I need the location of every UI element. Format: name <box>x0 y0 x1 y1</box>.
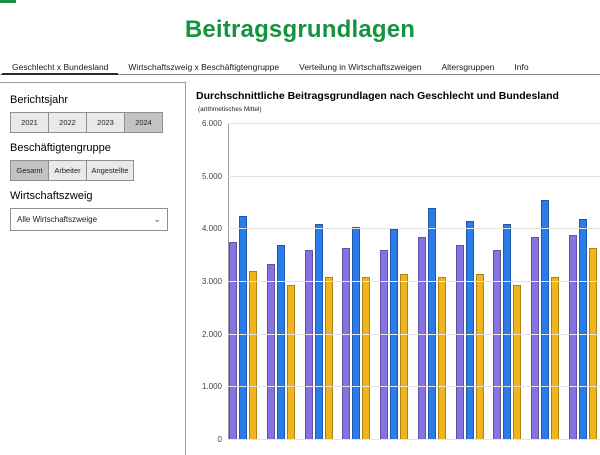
tab-geschlecht-x-bundesland[interactable]: Geschlecht x Bundesland <box>2 58 119 75</box>
bar-blue[interactable] <box>578 219 587 440</box>
y-axis-tick-label: 0 <box>217 435 222 444</box>
tab-info[interactable]: Info <box>514 62 529 72</box>
year-button-2021[interactable]: 2021 <box>10 112 49 133</box>
chevron-down-icon: ⌄ <box>153 214 161 224</box>
gridline <box>228 439 600 440</box>
chart-panel: Durchschnittliche Beitragsgrundlagen nac… <box>186 82 600 455</box>
tab-altersgruppen[interactable]: Altersgruppen <box>441 62 495 72</box>
beschaeftigtengruppe-button-group: Gesamt Arbeiter Angestellte <box>10 160 175 181</box>
bar-group <box>229 216 257 440</box>
bar-blue[interactable] <box>503 224 512 440</box>
content: Berichtsjahr 2021 2022 2023 2024 Beschäf… <box>0 82 600 455</box>
bar-blue[interactable] <box>239 216 247 440</box>
bar-yellow[interactable] <box>437 277 446 440</box>
logo-mark <box>0 0 16 3</box>
bars-area <box>229 200 597 440</box>
chart-subtitle: (arithmetisches Mittel) <box>198 106 262 113</box>
bar-blue[interactable] <box>541 200 550 440</box>
bar-group <box>266 245 295 440</box>
bar-group <box>568 219 597 440</box>
wirtschaftszweig-select[interactable]: Alle Wirtschaftszweige ⌄ <box>10 208 168 231</box>
gridline <box>228 228 600 229</box>
bar-purple[interactable] <box>304 250 313 440</box>
tab-bar: Geschlecht x Bundesland Wirtschaftszweig… <box>0 58 600 75</box>
bar-purple[interactable] <box>229 242 237 440</box>
bar-yellow[interactable] <box>475 274 484 440</box>
bar-blue[interactable] <box>427 208 436 440</box>
bar-group <box>455 221 484 440</box>
y-axis-tick-label: 4.000 <box>201 224 222 233</box>
y-axis-tick-label: 2.000 <box>201 330 222 339</box>
chart-title-text: Durchschnittliche Beitragsgrundlagen nac… <box>196 90 559 102</box>
group-button-gesamt[interactable]: Gesamt <box>10 160 49 181</box>
beschaeftigtengruppe-label: Beschäftigtengruppe <box>10 142 111 154</box>
gridline <box>228 123 600 124</box>
y-axis-tick-label: 1.000 <box>201 382 222 391</box>
bar-group <box>493 224 522 440</box>
header: Beitragsgrundlagen <box>0 0 600 58</box>
bar-purple[interactable] <box>266 264 275 440</box>
bar-yellow[interactable] <box>324 277 333 440</box>
wirtschaftszweig-selected-value: Alle Wirtschaftszweige <box>17 215 98 224</box>
bar-purple[interactable] <box>455 245 464 440</box>
gridline <box>228 334 600 335</box>
bar-purple[interactable] <box>417 237 426 440</box>
bar-purple[interactable] <box>342 248 351 440</box>
tab-wirtschaftszweig-x-beschaeftigtengruppe[interactable]: Wirtschaftszweig x Beschäftigtengruppe <box>128 62 280 72</box>
gridline <box>228 176 600 177</box>
chart-title: Durchschnittliche Beitragsgrundlagen nac… <box>196 90 600 114</box>
year-button-2024[interactable]: 2024 <box>124 112 163 133</box>
tab-verteilung-in-wirtschaftszweigen[interactable]: Verteilung in Wirtschaftszweigen <box>299 62 422 72</box>
bar-yellow[interactable] <box>249 271 257 440</box>
berichtsjahr-button-group: 2021 2022 2023 2024 <box>10 112 175 133</box>
year-button-2022[interactable]: 2022 <box>48 112 87 133</box>
filter-sidebar: Berichtsjahr 2021 2022 2023 2024 Beschäf… <box>0 82 186 455</box>
berichtsjahr-label: Berichtsjahr <box>10 94 69 106</box>
bar-group <box>417 208 446 440</box>
page-title: Beitragsgrundlagen <box>184 16 416 43</box>
bar-blue[interactable] <box>314 224 323 440</box>
y-axis-tick-label: 3.000 <box>201 277 222 286</box>
bar-blue[interactable] <box>352 227 361 440</box>
bar-group <box>342 227 371 440</box>
bar-purple[interactable] <box>531 237 540 440</box>
bar-yellow[interactable] <box>286 285 295 440</box>
bar-blue[interactable] <box>465 221 474 440</box>
group-button-angestellte[interactable]: Angestellte <box>86 160 134 181</box>
y-axis-tick-label: 6.000 <box>201 119 222 128</box>
bar-yellow[interactable] <box>551 277 560 440</box>
bar-yellow[interactable] <box>588 248 597 440</box>
bar-group <box>531 200 560 440</box>
bar-yellow[interactable] <box>513 285 522 440</box>
y-axis-tick-label: 5.000 <box>201 172 222 181</box>
bar-purple[interactable] <box>568 235 577 440</box>
year-button-2023[interactable]: 2023 <box>86 112 125 133</box>
wirtschaftszweig-label: Wirtschaftszweig <box>10 190 93 202</box>
bar-chart: 6.000 5.000 4.000 3.000 2.000 1.000 0 <box>196 119 600 444</box>
bar-yellow[interactable] <box>400 274 409 440</box>
bar-purple[interactable] <box>380 250 389 440</box>
bar-group <box>304 224 333 440</box>
gridline <box>228 281 600 282</box>
bar-blue[interactable] <box>276 245 285 440</box>
gridline <box>228 386 600 387</box>
bar-purple[interactable] <box>493 250 502 440</box>
group-button-arbeiter[interactable]: Arbeiter <box>48 160 87 181</box>
bar-yellow[interactable] <box>362 277 371 440</box>
